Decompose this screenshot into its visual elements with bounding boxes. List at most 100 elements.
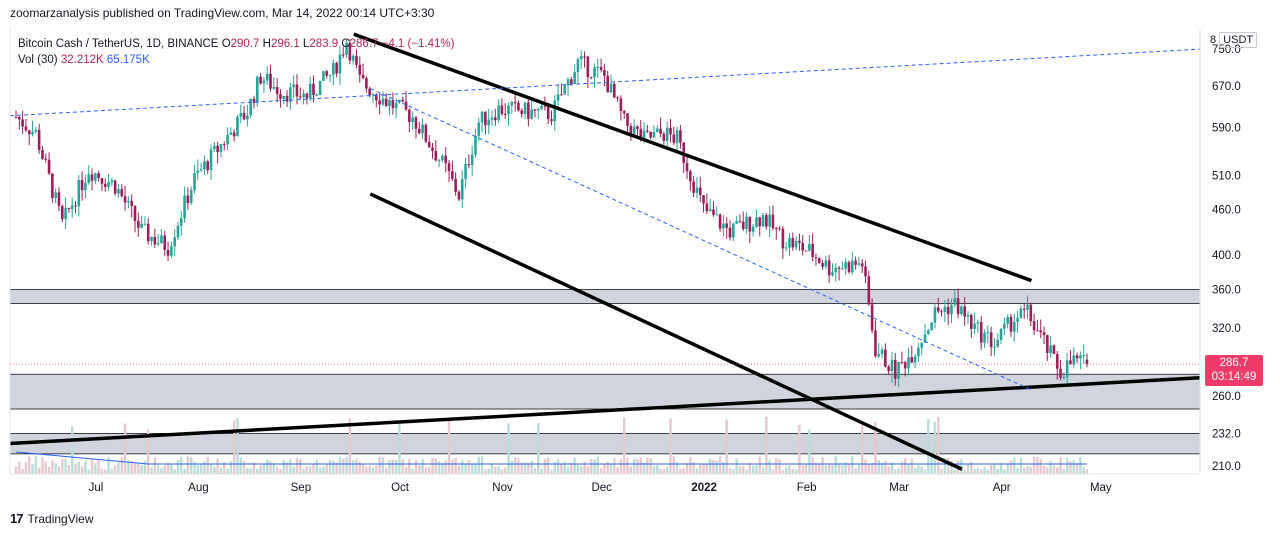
candle-body [1042,332,1046,336]
volume-bar [299,458,302,474]
candle-body [1032,321,1036,331]
price-chart[interactable]: 210.0 232.0 260.0 320.0 360.0 400.0 460.0 510.0… [0,28,1280,500]
volume-bar [1069,461,1072,474]
volume-bar [986,469,990,474]
volume-bar [223,462,226,474]
candle-body [556,94,560,101]
volume-bar [266,459,269,474]
candle-body [669,127,672,135]
candle-body [232,132,236,137]
volume-bar [87,469,90,474]
candle-body [378,100,381,105]
volume-bar [748,462,752,474]
candle-body [401,99,405,102]
candle-body [160,235,163,244]
candle-body [979,322,983,343]
candle-body [1039,330,1043,333]
volume-bar [196,465,200,474]
candle-body [976,322,980,324]
time-tick-label: Dec [591,482,612,494]
price-tick-label: 750.0 [1212,44,1241,56]
candle-body [37,129,41,150]
volume-bar [814,462,818,474]
candle-body [398,99,401,103]
candle-body [298,96,302,98]
candle-body [517,103,520,111]
open-value: 290.7 [230,38,260,50]
candle-body [728,227,732,238]
currency-selector[interactable]: 8 USDT [1210,32,1258,48]
candle-body [814,257,818,259]
candle-body [497,105,500,121]
candle-body [722,223,725,229]
chart-legend: Bitcoin Cash / TetherUS, 1D, BINANCE O29… [18,36,455,68]
volume-bar [183,468,186,474]
trendlines[interactable] [9,32,1201,471]
candle-body [768,214,771,227]
volume-bar [490,463,494,474]
volume-bar [375,465,378,474]
candle-body [503,114,507,116]
time-tick-label: Feb [797,482,817,494]
volume-bar [616,467,619,474]
candle-body [470,154,474,166]
candle-body [867,276,871,305]
candle-body [137,221,140,228]
candle-body [1036,330,1039,332]
time-axis[interactable]: Jul Aug Sep Oct Nov Dec 2022 Feb Mar Apr May [10,473,1200,494]
volume-bar [289,459,292,474]
volume-bar [943,457,947,474]
volume-bar [593,459,596,474]
volume-bar [560,463,563,474]
candle-body [705,203,709,212]
volume-bar [573,457,576,474]
candle-body [186,195,190,204]
volume-bar [484,469,487,474]
volume-bar [576,464,580,474]
candle-body [193,173,196,191]
volume-bar [474,463,477,474]
candle-body [550,119,553,122]
price-axis[interactable]: 210.0 232.0 260.0 320.0 360.0 400.0 460.0 510.0… [9,28,1241,474]
volume-bar [831,465,834,474]
dashed-trendline [370,88,1032,391]
published-header: zoomarzanalysis published on TradingView… [10,6,435,20]
candle-body [632,126,636,135]
time-tick-label: Mar [889,482,909,494]
candle-body [956,298,960,315]
candle-body [513,102,517,104]
volume-bar [599,467,603,474]
volume-bar [953,469,956,474]
candle-body [791,238,795,248]
candle-body [166,249,170,256]
candle-body [771,214,775,229]
candle-body [801,242,805,251]
price-tick-label: 232.0 [1212,428,1241,440]
candle-body [229,132,233,135]
volume-bar [854,468,857,474]
volume-bar [874,421,877,474]
chart-area[interactable]: 210.0 232.0 260.0 320.0 360.0 400.0 460.0 510.0… [0,28,1280,500]
volume-bar [695,468,699,474]
candle-body [943,306,947,312]
candle-body [616,97,619,99]
candle-body [563,85,567,95]
volume-bar [966,464,970,474]
candle-body [986,332,990,334]
low-value: 283.9 [309,38,339,50]
volume-bar [408,458,411,474]
volume-bar [226,468,229,474]
volume-bar [768,460,771,474]
candle-body [1009,317,1013,332]
volume-bar [437,461,441,474]
volume-bar [765,416,768,474]
volume-bar [652,466,656,474]
candle-body [153,236,157,245]
candle-body [847,262,851,273]
candle-body [80,180,84,191]
volume-bar [523,462,527,474]
volume-bar [976,467,980,474]
volume-bar [427,466,431,474]
candle-body [662,133,666,141]
volume-bar [867,463,871,474]
